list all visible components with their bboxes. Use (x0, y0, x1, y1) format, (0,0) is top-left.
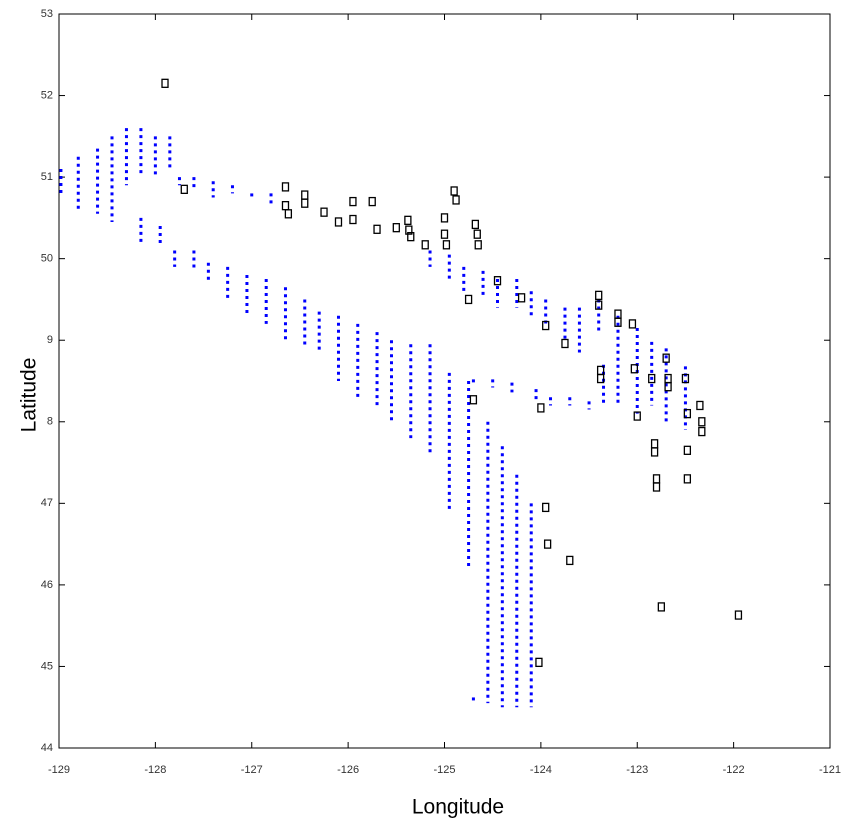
station (450, 186, 458, 196)
station (595, 290, 603, 301)
station (334, 217, 343, 227)
station (474, 240, 482, 250)
station (537, 403, 545, 413)
station (517, 293, 526, 303)
x-tick-label: -129 (48, 764, 70, 776)
station (301, 198, 309, 208)
station (734, 610, 743, 620)
station (471, 219, 479, 230)
station (595, 300, 603, 310)
y-tick-label: 9 (47, 334, 53, 346)
station (650, 447, 659, 457)
x-tick-label: -127 (241, 764, 263, 776)
x-tick-label: -128 (144, 764, 166, 776)
station (535, 657, 543, 668)
station (652, 474, 661, 484)
station (421, 240, 429, 250)
station (469, 395, 478, 405)
x-tick-label: -122 (723, 764, 745, 776)
station (628, 319, 637, 329)
y-axis-title: Latitude (18, 358, 41, 433)
station (440, 213, 449, 223)
y-tick-label: 44 (41, 742, 53, 754)
station (404, 215, 412, 225)
plot-frame (58, 13, 831, 749)
station (614, 317, 622, 327)
station (683, 408, 692, 419)
y-tick-label: 8 (47, 416, 53, 428)
station (543, 539, 552, 549)
station (683, 474, 692, 484)
station (542, 502, 550, 513)
station (180, 184, 188, 194)
station (473, 229, 481, 239)
y-tick-label: 52 (41, 89, 53, 101)
station (542, 320, 550, 331)
station (681, 373, 690, 384)
y-tick-label: 46 (41, 579, 53, 591)
station (452, 195, 460, 205)
station (662, 353, 670, 363)
station (320, 207, 328, 217)
y-tick-label: 45 (41, 660, 53, 672)
station (698, 417, 706, 427)
station (368, 196, 376, 207)
x-axis-title: Longitude (412, 796, 504, 819)
station (281, 201, 290, 211)
station (373, 224, 381, 234)
station (633, 411, 641, 421)
station (652, 482, 661, 492)
x-tick-label: -124 (530, 764, 552, 776)
station (405, 225, 413, 235)
station (442, 240, 451, 250)
x-tick-label: -123 (626, 764, 648, 776)
station (698, 426, 706, 437)
y-tick-label: 53 (41, 8, 53, 20)
station (650, 439, 659, 449)
station (664, 382, 672, 392)
x-tick-label: -121 (819, 764, 841, 776)
station (161, 78, 169, 88)
station (630, 364, 639, 374)
y-tick-label: 51 (41, 171, 53, 183)
station (561, 338, 569, 349)
station (657, 602, 665, 612)
station (349, 214, 357, 225)
station (566, 555, 574, 566)
station (596, 373, 605, 384)
x-tick-label: -125 (433, 764, 455, 776)
station (683, 445, 692, 455)
station (407, 231, 415, 242)
x-tick-label: -126 (337, 764, 359, 776)
station (464, 294, 473, 305)
station (281, 182, 290, 192)
station (349, 196, 357, 207)
y-tick-label: 47 (41, 497, 53, 509)
station (696, 400, 704, 411)
station (392, 223, 400, 233)
y-tick-label: 50 (41, 253, 53, 265)
station (301, 190, 309, 200)
station (284, 209, 293, 219)
station (648, 373, 656, 384)
station (440, 229, 449, 239)
station (493, 276, 502, 286)
